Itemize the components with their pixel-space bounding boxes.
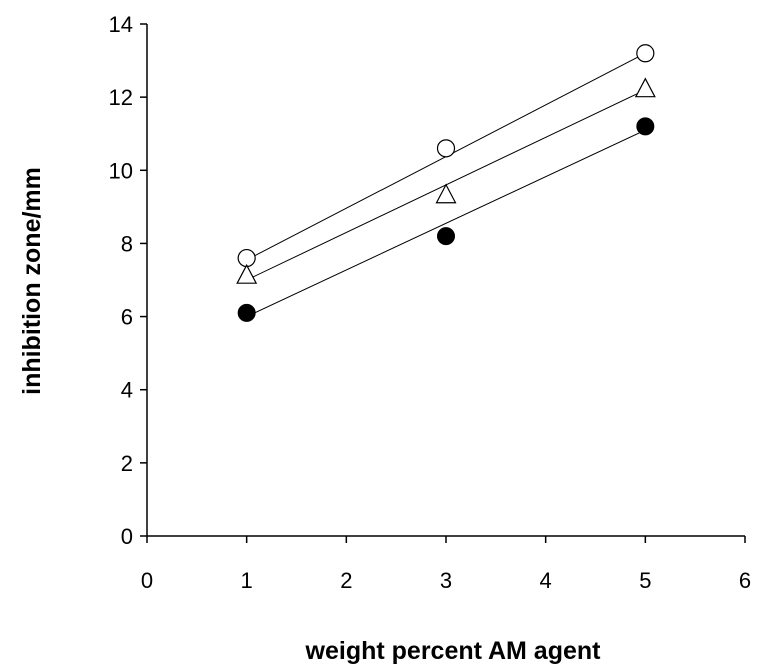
trend-line xyxy=(246,129,646,318)
x-axis-title: weight percent AM agent xyxy=(305,637,602,665)
x-tick-label: 6 xyxy=(739,568,751,593)
y-tick-label: 0 xyxy=(121,524,133,549)
data-point-open-circle xyxy=(636,44,655,63)
series-layer xyxy=(236,44,656,322)
x-tick-label: 3 xyxy=(440,568,452,593)
y-tick-label: 14 xyxy=(109,12,133,37)
data-point-open-circle xyxy=(436,139,456,158)
y-axis-title: inhibition zone/mm xyxy=(18,167,46,395)
y-tick-label: 4 xyxy=(121,378,133,403)
y-tick-label: 8 xyxy=(121,231,133,256)
series-open-circle xyxy=(237,44,655,268)
y-tick-label: 10 xyxy=(109,158,133,183)
data-point-filled-circle xyxy=(237,303,256,322)
y-tick-label: 6 xyxy=(121,305,133,330)
x-tick-label: 5 xyxy=(639,568,651,593)
data-point-open-triangle xyxy=(435,183,457,204)
data-point-open-triangle xyxy=(236,263,258,284)
y-tick-label: 2 xyxy=(121,451,133,476)
axes xyxy=(146,24,745,537)
x-tick-label: 2 xyxy=(340,568,352,593)
y-tick-label: 12 xyxy=(109,85,133,110)
series-filled-circle xyxy=(237,117,655,322)
x-tick-label: 0 xyxy=(141,568,153,593)
x-tick-label: 1 xyxy=(241,568,253,593)
data-point-filled-circle xyxy=(636,117,655,136)
x-tick-label: 4 xyxy=(540,568,552,593)
data-point-open-triangle xyxy=(634,77,656,98)
data-point-filled-circle xyxy=(437,227,455,246)
series-open-triangle xyxy=(236,77,656,284)
